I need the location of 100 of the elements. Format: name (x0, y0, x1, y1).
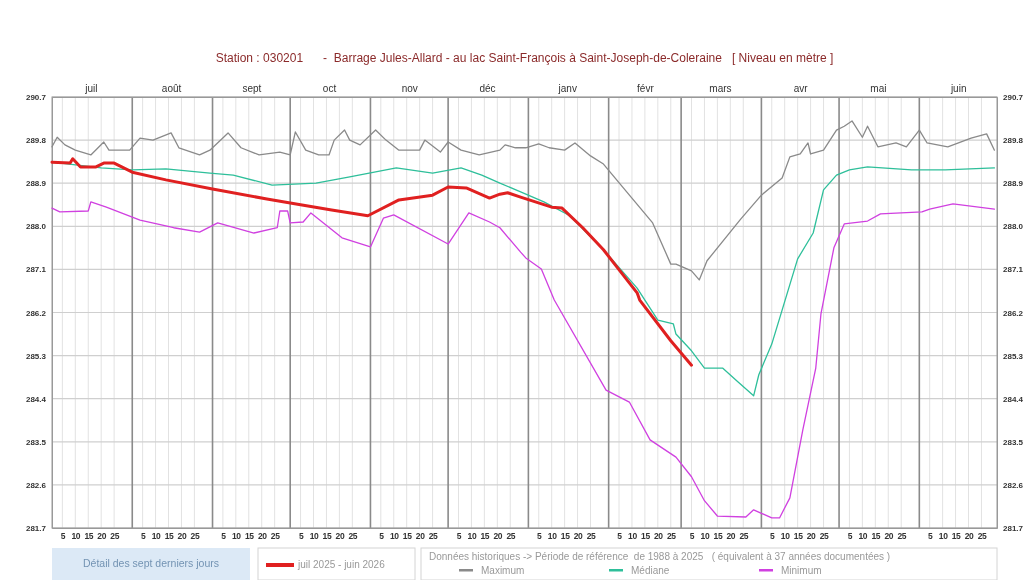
x-tick-label: 5 (140, 531, 146, 542)
y-tick-label: 290.7 (25, 93, 47, 103)
x2-tick-label: déc (479, 83, 496, 94)
x-tick-label: 15 (480, 531, 490, 542)
x-tick-label: 25 (586, 531, 597, 542)
x-tick-label: 15 (871, 531, 881, 542)
y-tick-label: 285.3 (25, 351, 47, 361)
x-tick-label: 20 (806, 531, 817, 542)
x2-tick-label: mars (709, 83, 732, 94)
x-tick-label: 10 (547, 531, 558, 542)
x-tick-label: 5 (928, 531, 934, 542)
x-tick-label: 10 (628, 531, 638, 542)
x-tick-label: 20 (654, 531, 664, 542)
legend-title: Données historiques -> Période de référence de 1988 à 2025 ( équivalent à 37 années documentées ) (429, 551, 891, 562)
x-tick-label: 5 (617, 531, 623, 542)
x-tick-label: 25 (897, 531, 907, 542)
x-tick-label: 20 (884, 531, 894, 542)
x-tick-label: 20 (177, 531, 187, 542)
x-tick-label: 25 (739, 531, 749, 542)
x-tick-label: 5 (770, 531, 776, 542)
x-tick-label: 10 (71, 531, 81, 542)
x-tick-label: 15 (793, 531, 804, 542)
x-tick-label: 20 (415, 531, 426, 542)
x-tick-label: 25 (110, 531, 120, 542)
x2-tick-label: sept (242, 83, 262, 94)
x2-tick-label: avr (793, 83, 809, 94)
x2-tick-label: août (161, 83, 182, 94)
y-tick-label: 284.4 (25, 394, 47, 404)
y2-tick-label: 283.5 (1003, 437, 1024, 447)
x-tick-label: 15 (713, 531, 723, 542)
x-tick-label: 20 (97, 531, 107, 542)
x2-tick-label: nov (401, 83, 418, 94)
x-tick-label: 10 (938, 531, 949, 542)
y-tick-label: 289.8 (25, 136, 47, 146)
x2-tick-label: mai (870, 83, 887, 94)
y-tick-label: 282.6 (25, 480, 47, 490)
x-tick-label: 25 (977, 531, 987, 542)
y2-tick-label: 290.7 (1003, 93, 1024, 103)
x-tick-label: 5 (60, 531, 66, 542)
y-tick-label: 288.9 (25, 179, 47, 189)
y2-tick-label: 289.8 (1003, 136, 1024, 146)
legend-label: Médiane (631, 565, 670, 576)
x-tick-label: 20 (964, 531, 975, 542)
x-tick-label: 10 (858, 531, 868, 542)
x-tick-label: 20 (335, 531, 345, 542)
y2-tick-label: 282.6 (1003, 480, 1024, 490)
legend-label: Minimum (781, 565, 822, 576)
x-tick-label: 25 (270, 531, 281, 542)
x-tick-label: 5 (221, 531, 227, 542)
x-tick-label: 15 (84, 531, 94, 542)
x-tick-label: 25 (190, 531, 200, 542)
x-tick-label: 15 (244, 531, 255, 542)
y2-tick-label: 287.1 (1003, 265, 1024, 275)
x-tick-label: 5 (847, 531, 853, 542)
x-tick-label: 20 (573, 531, 584, 542)
x-tick-label: 15 (560, 531, 571, 542)
text: Détail des sept derniers jours (83, 557, 219, 569)
x-tick-label: 5 (537, 531, 543, 542)
line-series (51, 201, 996, 519)
x-tick-label: 15 (164, 531, 175, 542)
x-tick-label: 25 (666, 531, 677, 542)
x-tick-label: 10 (700, 531, 710, 542)
x2-tick-label: juin (949, 83, 967, 94)
x-tick-label: 5 (379, 531, 385, 542)
x-tick-label: 20 (257, 531, 268, 542)
y2-tick-label: 288.9 (1003, 179, 1024, 189)
legend-label: juil 2025 - juin 2026 (297, 559, 386, 570)
legend-label: Maximum (481, 565, 525, 576)
x-tick-label: 25 (428, 531, 439, 542)
x2-tick-label: janv (557, 83, 577, 94)
y-tick-label: 281.7 (25, 524, 47, 534)
x-tick-label: 15 (951, 531, 962, 542)
x-tick-label: 25 (506, 531, 516, 542)
line-series (50, 157, 693, 367)
x-tick-label: 5 (298, 531, 304, 542)
x-tick-label: 10 (389, 531, 400, 542)
x-tick-label: 25 (348, 531, 358, 542)
chart-title: Station : 030201 - Barrage Jules-Allard - au lac Saint-François à Saint-Joseph-de-Coleraine [ Niveau en mètre ] (215, 51, 834, 65)
x-tick-label: 15 (641, 531, 651, 542)
x-tick-label: 20 (726, 531, 736, 542)
y2-tick-label: 285.3 (1003, 351, 1024, 361)
y-tick-label: 283.5 (25, 437, 47, 447)
x-tick-label: 10 (467, 531, 477, 542)
y2-tick-label: 286.2 (1003, 308, 1024, 318)
x-tick-label: 5 (456, 531, 462, 542)
y-tick-label: 288.0 (25, 222, 47, 232)
x-tick-label: 10 (231, 531, 242, 542)
x-tick-label: 5 (689, 531, 695, 542)
y-tick-label: 287.1 (25, 265, 47, 275)
x2-tick-label: juil (84, 83, 98, 94)
x2-tick-label: oct (322, 83, 337, 94)
y-tick-label: 286.2 (25, 308, 47, 318)
x-tick-label: 15 (322, 531, 332, 542)
x-tick-label: 25 (819, 531, 830, 542)
x-tick-label: 10 (151, 531, 162, 542)
y2-tick-label: 284.4 (1003, 394, 1024, 404)
y2-tick-label: 288.0 (1003, 222, 1024, 232)
x-tick-label: 10 (780, 531, 791, 542)
x-tick-label: 10 (309, 531, 319, 542)
x-tick-label: 20 (493, 531, 503, 542)
